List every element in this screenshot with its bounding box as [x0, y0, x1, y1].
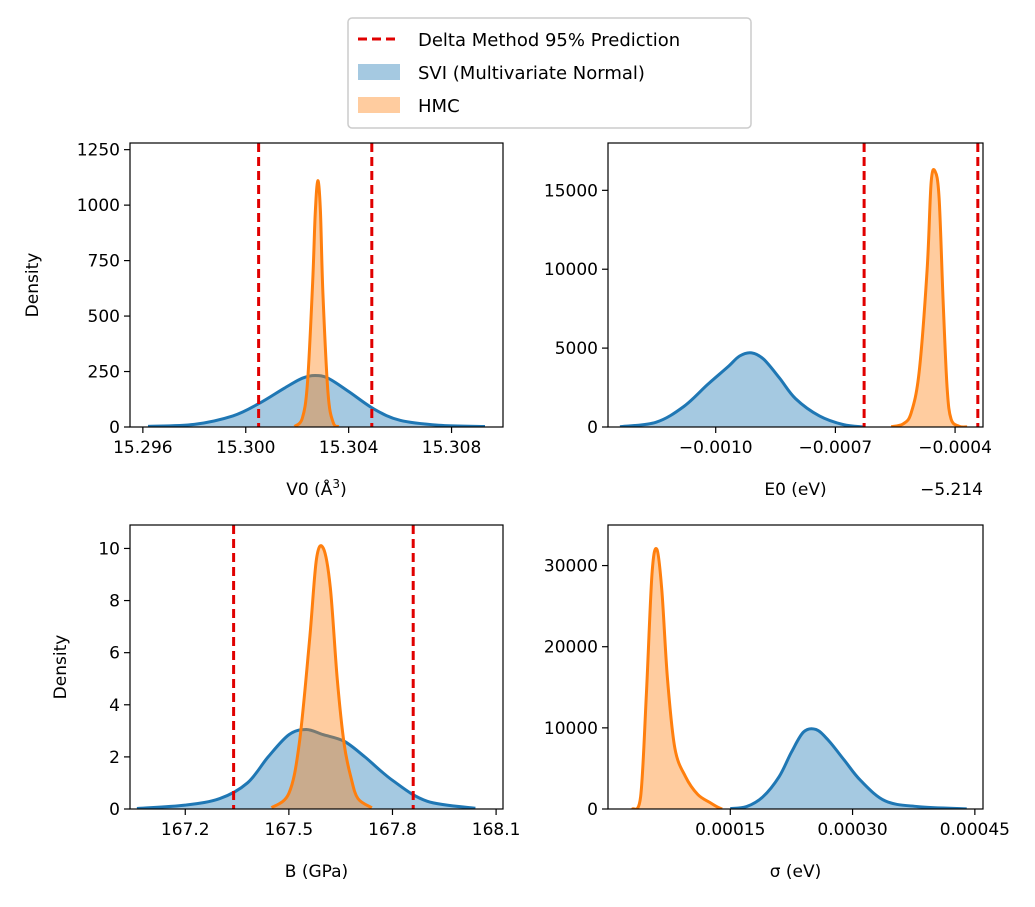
e0-axes-frame: [607, 142, 984, 428]
e0-svi-kde-line: [619, 351, 864, 427]
b-xtick-label: 167.5: [265, 820, 314, 840]
v0-axes-frame: [129, 142, 504, 428]
v0-ytick-label: 0: [109, 418, 120, 438]
b-hmc-area: [271, 545, 372, 809]
v0-hmc-kde-line: [293, 179, 340, 427]
b-axes-frame: [129, 524, 504, 810]
e0-hmc-kde-line: [890, 167, 968, 427]
v0-ytick-label: 750: [88, 252, 120, 272]
b-xlabel: B (GPa): [285, 862, 348, 882]
sigma-hmc-area: [632, 548, 723, 809]
b-svi-kde-line: [136, 728, 476, 809]
b-ytick-label: 10: [98, 539, 120, 559]
e0-ytick-label: 0: [587, 418, 598, 438]
panel-sigma: 0.00015 0.00030 0.00045 0 10000 20000 30000 σ (…: [544, 524, 1010, 882]
v0-svi-kde-line: [147, 374, 486, 427]
b-ytick-label: 2: [109, 748, 120, 768]
sigma-axes-frame: [607, 524, 984, 810]
v0-ytick-label: 1250: [77, 141, 120, 161]
b-xtick-label: 167.8: [368, 820, 417, 840]
v0-xtick-label: 15.300: [216, 438, 275, 458]
e0-svi-area: [619, 352, 864, 427]
v0-plot-area: [147, 143, 486, 427]
sigma-xtick-label: 0.00045: [940, 820, 1010, 840]
sigma-hmc-kde-line: [631, 547, 723, 809]
legend-hmc-label: HMC: [418, 96, 460, 117]
b-xtick-label: 168.1: [472, 820, 521, 840]
sigma-ytick-label: 20000: [544, 638, 598, 658]
b-hmc-kde-line: [270, 544, 373, 809]
e0-offset-label: −5.214: [920, 480, 983, 500]
legend-svi-label: SVI (Multivariate Normal): [418, 63, 645, 84]
v0-ytick-label: 1000: [77, 196, 120, 216]
e0-ytick-label: 10000: [544, 260, 598, 280]
sigma-xtick-label: 0.00030: [817, 820, 887, 840]
b-xtick-label: 167.2: [161, 820, 210, 840]
legend-svi-swatch: [358, 64, 400, 80]
e0-hmc-area: [891, 169, 968, 427]
b-ytick-label: 4: [109, 696, 120, 716]
b-ytick-label: 6: [109, 644, 120, 664]
v0-ytick-label: 500: [88, 307, 120, 327]
sigma-xlabel: σ (eV): [770, 862, 822, 882]
e0-plot-area: [619, 143, 980, 427]
legend-frame: [347, 17, 752, 129]
panel-e0: −0.0010 −0.0007 −0.0004 0 5000 10000 15000 −5.2…: [544, 142, 992, 500]
b-ytick-label: 8: [109, 592, 120, 612]
sigma-plot-area: [631, 547, 967, 809]
panel-v0: 15.296 15.300 15.304 15.308 0 250 500 750 1000 12…: [23, 141, 504, 500]
legend-hmc-swatch: [358, 97, 400, 113]
e0-xtick-label: −0.0010: [679, 438, 753, 458]
v0-ytick-label: 250: [88, 363, 120, 383]
b-ytick-label: 0: [109, 800, 120, 820]
v0-ylabel: Density: [23, 253, 43, 318]
v0-xtick-label: 15.308: [422, 438, 481, 458]
e0-xtick-label: −0.0007: [799, 438, 873, 458]
v0-xtick-label: 15.304: [319, 438, 378, 458]
legend: Delta Method 95% Prediction SVI (Multiva…: [347, 17, 752, 129]
v0-xlabel: V0 (Å3): [286, 477, 346, 500]
v0-xtick-label: 15.296: [113, 438, 172, 458]
b-svi-area: [136, 729, 476, 809]
e0-ytick-label: 5000: [555, 339, 598, 359]
sigma-xtick-label: 0.00015: [695, 820, 765, 840]
sigma-svi-kde-line: [730, 727, 967, 809]
b-plot-area: [136, 525, 476, 809]
sigma-ytick-label: 10000: [544, 719, 598, 739]
sigma-svi-area: [730, 728, 967, 809]
v0-hmc-area: [294, 180, 339, 427]
sigma-ytick-label: 0: [587, 800, 598, 820]
e0-ytick-label: 15000: [544, 181, 598, 201]
panel-b: 167.2 167.5 167.8 168.1 0 2 4 6 8 10 B (GPa) Densit…: [51, 524, 521, 882]
e0-xlabel: E0 (eV): [764, 480, 826, 500]
e0-xtick-label: −0.0004: [918, 438, 992, 458]
b-ylabel: Density: [51, 635, 71, 700]
sigma-ytick-label: 30000: [544, 557, 598, 577]
v0-svi-area: [148, 375, 485, 427]
legend-delta-label: Delta Method 95% Prediction: [418, 30, 680, 51]
